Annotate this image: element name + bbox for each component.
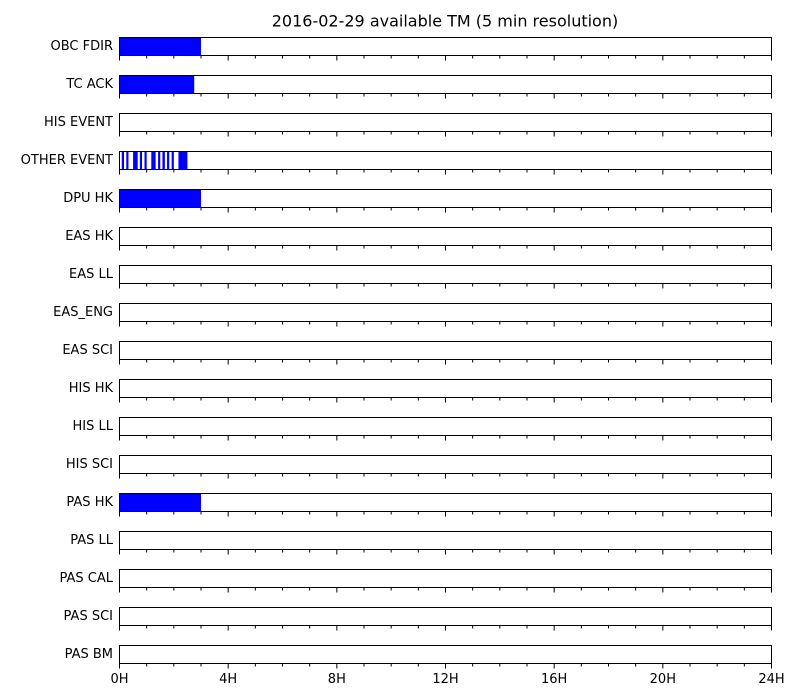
row-label: OTHER EVENT [21,153,113,168]
row-label: HIS LL [73,419,114,434]
row-label: HIS HK [69,381,114,396]
chart-title: 2016-02-29 available TM (5 min resolutio… [272,12,618,31]
x-tick-label: 12H [432,672,458,687]
row-frame [119,493,772,512]
x-tick-label: 4H [219,672,237,687]
x-tick-label: 8H [328,672,346,687]
row-label: OBC FDIR [51,39,114,54]
row-frame [119,569,772,588]
interval-bar [144,151,147,170]
row-frame [119,37,772,56]
row-frame [119,189,772,208]
interval-bar [119,75,195,94]
interval-bar [167,151,170,170]
row-label: EAS LL [69,267,114,282]
row-label: EAS_ENG [53,305,113,320]
row-label: PAS BM [65,647,113,662]
row-frame [119,75,772,94]
row-frame [119,379,772,398]
row-frame [119,265,772,284]
row-frame [119,303,772,322]
row-frame [119,645,772,664]
row-frame [119,227,772,246]
interval-bar [119,37,201,56]
row-frame [119,151,772,170]
interval-bar [119,189,201,208]
interval-bar [158,151,161,170]
interval-bar [133,151,138,170]
interval-bar [139,151,143,170]
row-label: EAS HK [65,229,113,244]
row-frame [119,417,772,436]
row-label: HIS SCI [66,457,113,472]
row-label: PAS LL [70,533,114,548]
x-tick-label: 24H [758,672,784,687]
interval-bar [171,151,174,170]
interval-bar [121,151,125,170]
interval-bar [151,151,156,170]
x-tick-label: 20H [650,672,676,687]
row-label: TC ACK [65,77,113,92]
interval-bar [119,493,201,512]
x-tick-label: 0H [110,672,128,687]
interval-bar [162,151,165,170]
row-frame [119,113,772,132]
row-label: EAS SCI [62,343,113,358]
row-label: PAS CAL [60,571,114,586]
x-tick-label: 16H [541,672,567,687]
interval-bar [178,151,188,170]
row-label: HIS EVENT [44,115,113,130]
row-label: DPU HK [63,191,113,206]
row-frame [119,341,772,360]
row-label: PAS HK [66,495,113,510]
row-frame [119,607,772,626]
row-frame [119,531,772,550]
interval-bar [126,151,129,170]
row-label: PAS SCI [64,609,113,624]
row-frame [119,455,772,474]
